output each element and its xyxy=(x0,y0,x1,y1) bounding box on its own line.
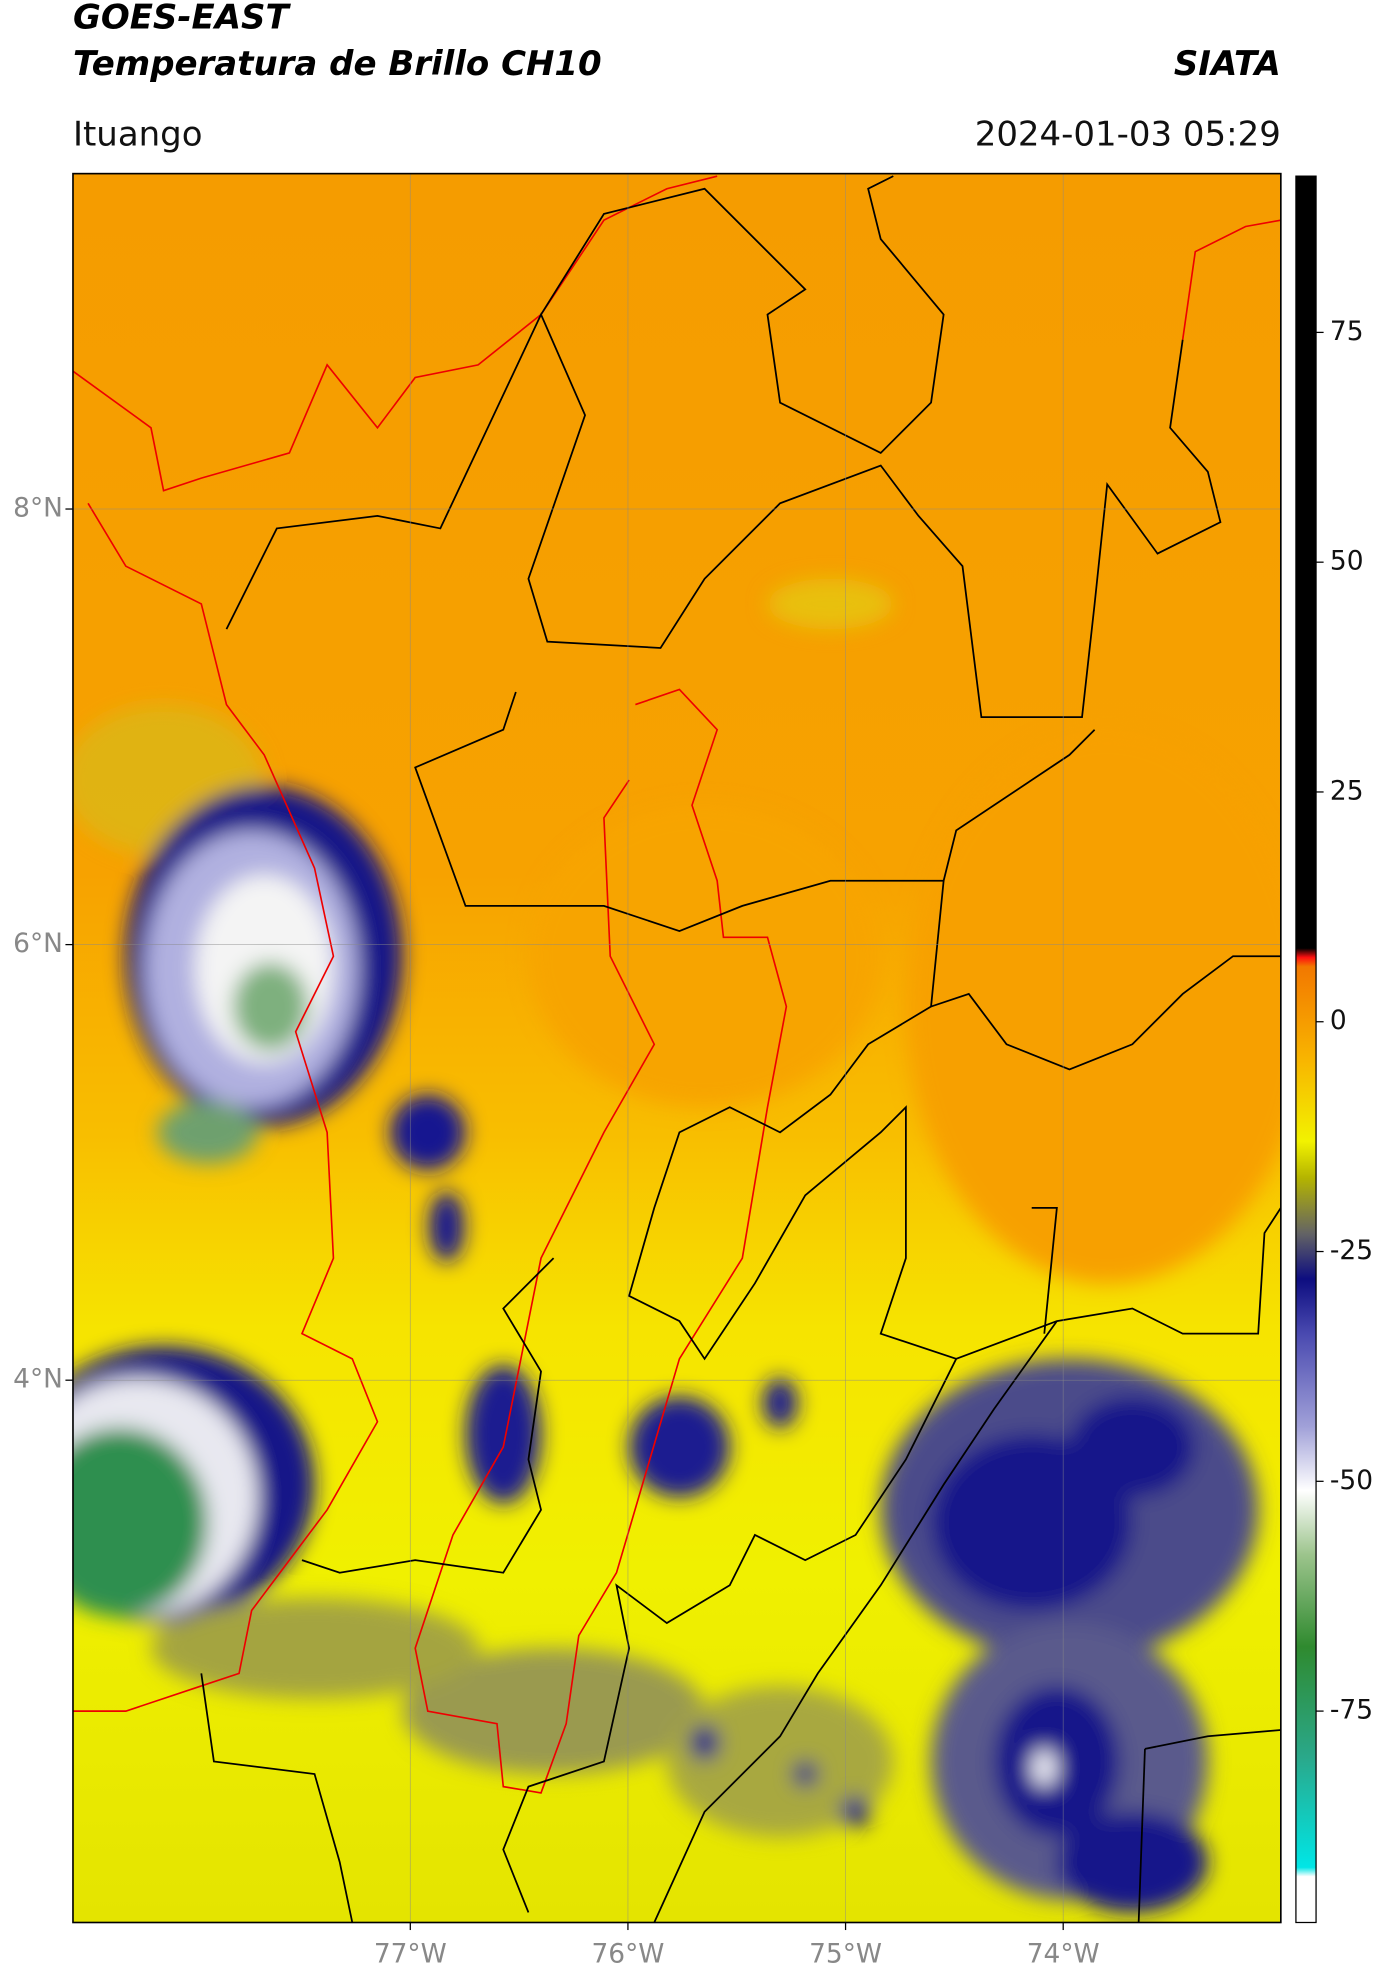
map-frame xyxy=(72,172,1282,1924)
datetime: 2024-01-03 05:29 xyxy=(975,114,1281,154)
map-image xyxy=(72,173,1281,1923)
colorbar-tick-label: -25 xyxy=(1330,1235,1373,1266)
title: GOES-EAST xyxy=(73,0,291,37)
colorbar-tick-label: 25 xyxy=(1330,775,1364,806)
colorbar-tick-label: 0 xyxy=(1330,1005,1347,1036)
location: Ituango xyxy=(73,114,203,154)
y-tick-label: 6°N xyxy=(13,928,63,959)
x-tick-label: 77°W xyxy=(374,1939,447,1970)
colorbar-tick-label: -75 xyxy=(1330,1695,1373,1726)
graticule xyxy=(72,173,1281,1923)
x-tick-label: 75°W xyxy=(809,1939,882,1970)
colorbar-tick-label: 75 xyxy=(1330,316,1364,347)
borders xyxy=(72,175,1281,1923)
organization: SIATA xyxy=(1174,44,1281,84)
subtitle: Temperatura de Brillo CH10 xyxy=(73,44,602,84)
colorbar xyxy=(1295,175,1317,1924)
colorbar-tick-label: -50 xyxy=(1330,1465,1373,1496)
x-tick-label: 76°W xyxy=(591,1939,664,1970)
y-tick-label: 4°N xyxy=(13,1364,63,1395)
colorbar-tick-label: 50 xyxy=(1330,546,1364,577)
x-tick-label: 74°W xyxy=(1027,1939,1100,1970)
cloud-field xyxy=(72,578,1281,1913)
y-tick-label: 8°N xyxy=(13,493,63,524)
